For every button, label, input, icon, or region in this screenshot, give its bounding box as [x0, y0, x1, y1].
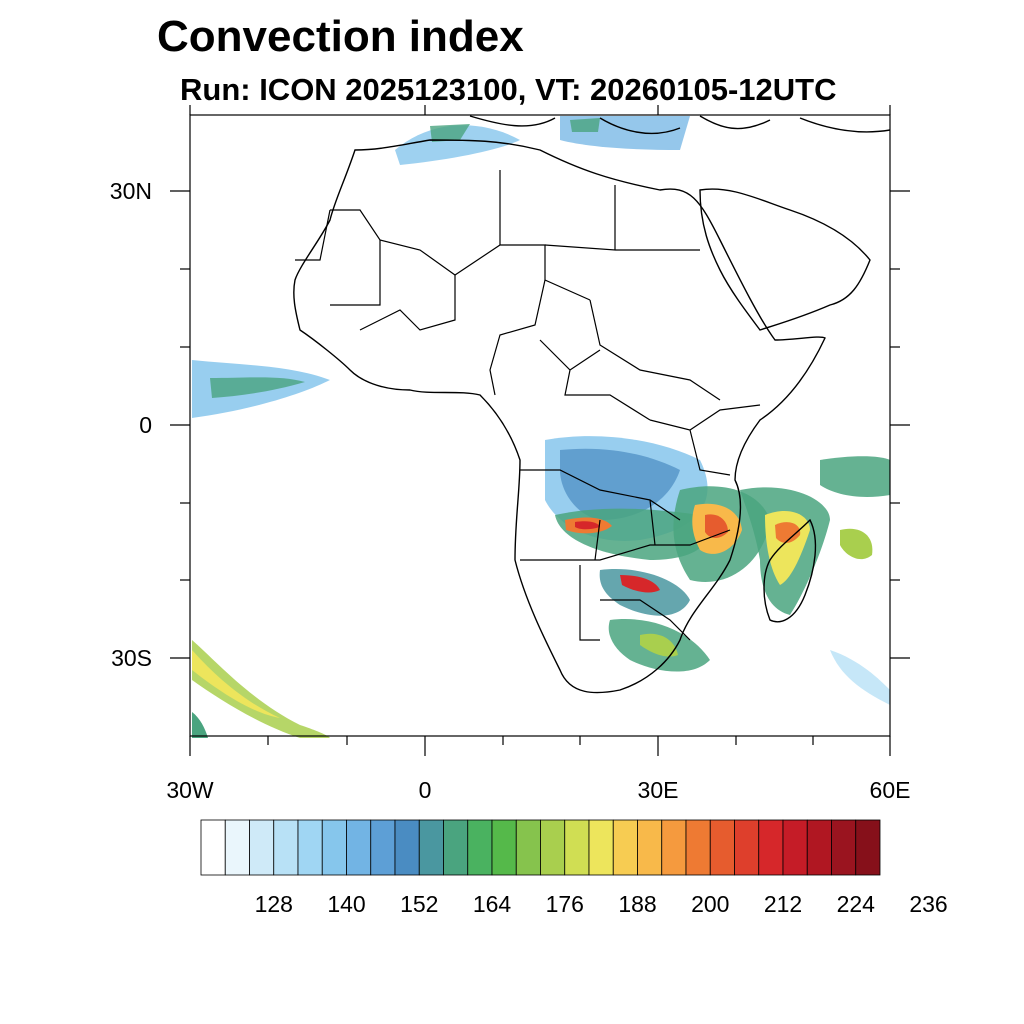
x-tick-label: 30E: [638, 777, 679, 803]
colorbar-label: 140: [327, 891, 365, 917]
colorbar-box: [491, 819, 517, 876]
colorbar-box: [224, 819, 250, 876]
colorbar-box: [418, 819, 444, 876]
colorbar-box: [297, 819, 323, 876]
colorbar-label: 212: [764, 891, 802, 917]
x-tick-label: 60E: [870, 777, 911, 803]
colorbar-box: [758, 819, 784, 876]
colorbar-box: [709, 819, 735, 876]
colorbar-label: 164: [473, 891, 512, 917]
colorbar-labels: 128 140 152 164 176 188 200 212 224 236: [255, 891, 948, 917]
colorbar-box: [515, 819, 541, 876]
colorbar-box: [346, 819, 372, 876]
colorbar-box: [321, 819, 347, 876]
colorbar-box: [806, 819, 832, 876]
colorbar-box: [685, 819, 711, 876]
colorbar-box: [273, 819, 299, 876]
coastlines: [293, 115, 891, 694]
colorbar-label: 200: [691, 891, 729, 917]
colorbar-boxes: [200, 819, 881, 876]
y-tick-label: 30S: [111, 645, 152, 671]
colorbar-box: [370, 819, 396, 876]
colorbar-box: [661, 819, 687, 876]
colorbar-box: [612, 819, 638, 876]
colorbar-box: [467, 819, 493, 876]
colorbar-box: [855, 819, 881, 876]
colorbar-box: [782, 819, 808, 876]
map-title: Convection index: [157, 12, 524, 61]
colorbar-label: 188: [618, 891, 656, 917]
colorbar-box: [588, 819, 614, 876]
colorbar-box: [200, 819, 226, 876]
colorbar-label: 152: [400, 891, 438, 917]
colorbar-box: [394, 819, 420, 876]
y-tick-label: 0: [139, 412, 152, 438]
x-tick-label: 30W: [166, 777, 214, 803]
map-subtitle: Run: ICON 2025123100, VT: 20260105-12UTC: [180, 72, 837, 107]
colorbar-label: 128: [255, 891, 293, 917]
convection-field: [192, 116, 890, 738]
colorbar-box: [540, 819, 566, 876]
colorbar-label: 176: [546, 891, 584, 917]
colorbar-label: 236: [909, 891, 947, 917]
colorbar-box: [637, 819, 663, 876]
colorbar-label: 224: [837, 891, 876, 917]
x-tick-label: 0: [419, 777, 432, 803]
axis-ticks: [170, 105, 910, 756]
colorbar-box: [564, 819, 590, 876]
colorbar-box: [443, 819, 469, 876]
colorbar-box: [831, 819, 857, 876]
colorbar-box: [734, 819, 760, 876]
borders: [295, 170, 761, 641]
y-tick-label: 30N: [110, 178, 152, 204]
colorbar-box: [249, 819, 275, 876]
